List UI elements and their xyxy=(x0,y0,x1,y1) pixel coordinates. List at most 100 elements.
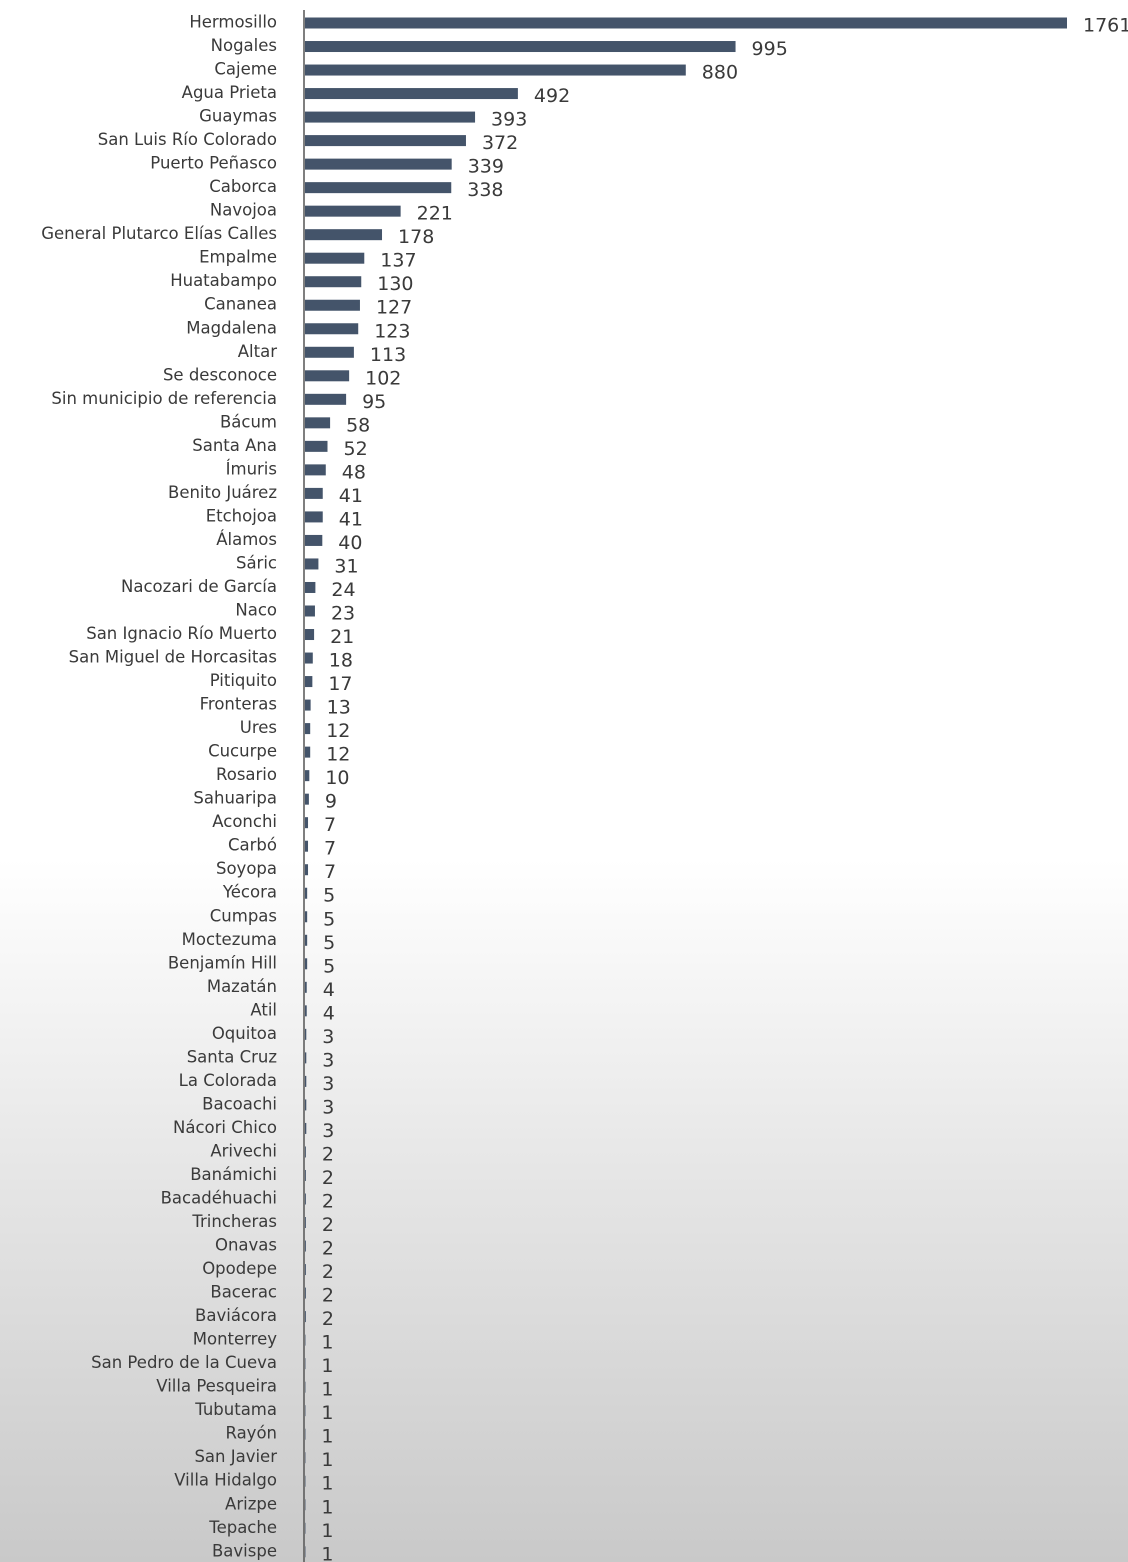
bar xyxy=(305,1005,307,1016)
bar xyxy=(305,300,360,311)
value-label: 127 xyxy=(376,297,412,319)
category-label: Santa Ana xyxy=(192,436,277,455)
bar xyxy=(305,370,349,381)
bar xyxy=(305,558,318,569)
value-label: 995 xyxy=(752,38,788,60)
bar xyxy=(305,1099,306,1110)
category-label: Bacerac xyxy=(210,1283,277,1302)
bar xyxy=(305,582,315,593)
value-label: 5 xyxy=(323,955,335,977)
value-label: 3 xyxy=(322,1096,334,1118)
category-label: Bacoachi xyxy=(202,1094,277,1113)
value-label: 1 xyxy=(321,1520,333,1542)
category-label: Tubutama xyxy=(194,1400,277,1419)
value-label: 123 xyxy=(374,320,410,342)
category-label: Soyopa xyxy=(216,859,277,878)
bar xyxy=(305,794,309,805)
category-label: Benjamín Hill xyxy=(168,953,277,972)
bar xyxy=(305,88,518,99)
bar xyxy=(305,770,309,781)
value-label: 137 xyxy=(380,250,416,272)
bar xyxy=(305,511,323,522)
value-label: 21 xyxy=(330,626,354,648)
category-label: Tepache xyxy=(208,1518,277,1537)
value-label: 10 xyxy=(325,767,349,789)
category-label: Carbó xyxy=(228,836,277,855)
bar xyxy=(305,65,686,76)
value-label: 2 xyxy=(322,1167,334,1189)
category-label: Ímuris xyxy=(226,459,277,478)
category-label: Monterrey xyxy=(193,1330,277,1349)
value-label: 41 xyxy=(339,508,363,530)
bar xyxy=(305,1029,306,1040)
category-label: Trincheras xyxy=(191,1212,277,1231)
category-label: Moctezuma xyxy=(182,930,277,949)
category-label: Santa Cruz xyxy=(187,1047,277,1066)
category-label: Bavispe xyxy=(212,1541,277,1560)
bar xyxy=(305,253,364,264)
value-label: 40 xyxy=(338,532,362,554)
bar xyxy=(305,747,310,758)
bar xyxy=(305,1146,306,1157)
bar xyxy=(305,982,307,993)
category-label: Atil xyxy=(250,1000,277,1019)
bar xyxy=(305,417,330,428)
value-label: 31 xyxy=(334,555,358,577)
category-label: Nacozari de García xyxy=(121,577,277,596)
bar xyxy=(305,323,358,334)
category-label: San Ignacio Río Muerto xyxy=(86,624,277,643)
category-label: Agua Prieta xyxy=(182,83,277,102)
value-label: 1 xyxy=(321,1379,333,1401)
category-label: Onavas xyxy=(215,1236,277,1255)
value-label: 178 xyxy=(398,226,434,248)
value-label: 48 xyxy=(342,461,366,483)
value-label: 95 xyxy=(362,391,386,413)
bar xyxy=(305,1076,306,1087)
bar xyxy=(305,441,328,452)
bar xyxy=(305,347,354,358)
value-label: 2 xyxy=(322,1261,334,1283)
bar xyxy=(305,41,736,52)
page: Hermosillo1761Nogales995Cajeme880Agua Pr… xyxy=(0,0,1128,1562)
bar xyxy=(305,1123,306,1134)
bar xyxy=(305,958,307,969)
value-label: 1 xyxy=(321,1355,333,1377)
bar xyxy=(305,723,310,734)
bar xyxy=(305,864,308,875)
category-label: La Colorada xyxy=(179,1071,277,1090)
value-label: 1 xyxy=(321,1496,333,1518)
bar xyxy=(305,841,308,852)
category-label: Magdalena xyxy=(186,318,277,337)
category-label: General Plutarco Elías Calles xyxy=(41,224,277,243)
value-label: 3 xyxy=(322,1073,334,1095)
value-label: 58 xyxy=(346,414,370,436)
value-label: 12 xyxy=(326,720,350,742)
bar xyxy=(305,1288,306,1299)
value-label: 7 xyxy=(324,838,336,860)
value-label: 1761 xyxy=(1083,15,1128,37)
bar xyxy=(305,1052,306,1063)
category-label: Altar xyxy=(238,342,277,361)
bar xyxy=(305,1194,306,1205)
bar xyxy=(305,464,326,475)
value-label: 4 xyxy=(323,979,335,1001)
bar xyxy=(305,1217,306,1228)
bar xyxy=(305,606,315,617)
value-label: 7 xyxy=(324,861,336,883)
category-label: San Miguel de Horcasitas xyxy=(69,648,277,667)
value-label: 2 xyxy=(322,1238,334,1260)
bar xyxy=(305,229,382,240)
value-label: 221 xyxy=(417,203,453,225)
category-label: Benito Juárez xyxy=(168,483,277,502)
bar xyxy=(305,159,452,170)
bar xyxy=(305,182,451,193)
category-label: Cumpas xyxy=(210,906,277,925)
category-label: Ures xyxy=(240,718,277,737)
category-label: Álamos xyxy=(216,530,277,549)
category-label: Sahuaripa xyxy=(193,789,277,808)
value-label: 1 xyxy=(321,1332,333,1354)
category-label: Sin municipio de referencia xyxy=(51,389,277,408)
value-label: 9 xyxy=(325,791,337,813)
category-label: Se desconoce xyxy=(163,365,277,384)
category-label: Sáric xyxy=(236,553,277,572)
